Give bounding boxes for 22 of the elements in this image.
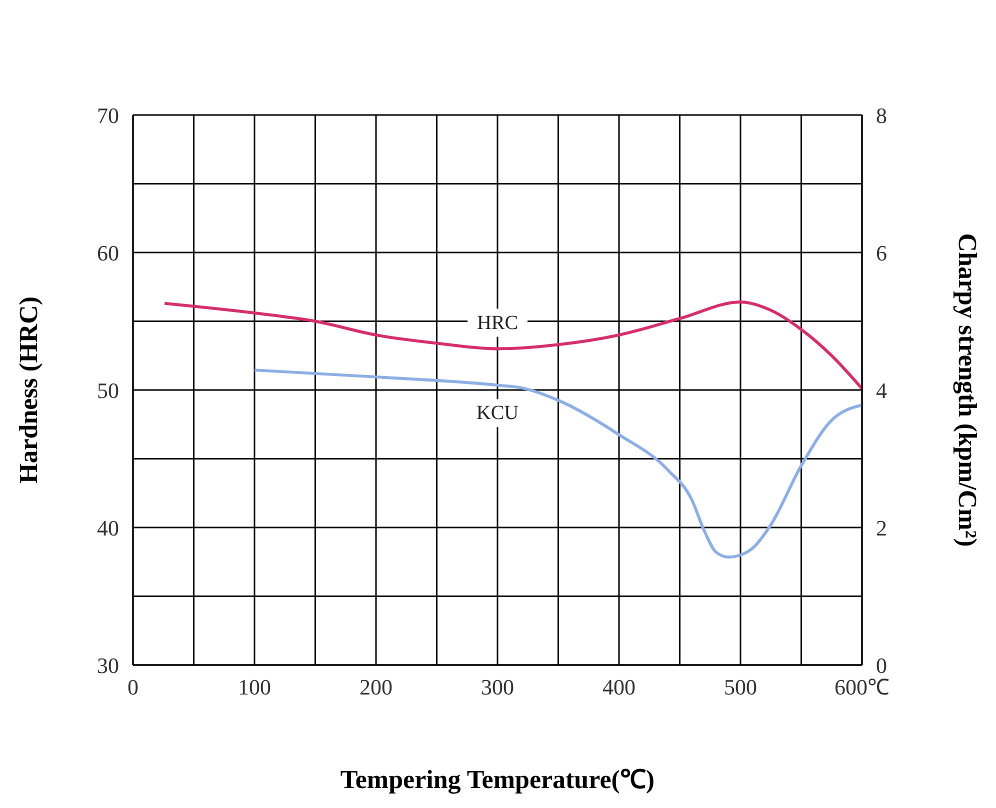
series-label: KCU <box>476 402 520 424</box>
x-tick-label: 200 <box>360 674 392 700</box>
y-axis-title: Hardness (HRC) <box>14 296 44 484</box>
y2-tick-label: 4 <box>876 378 887 403</box>
x-tick-label: 100 <box>238 674 271 700</box>
y2-tick-label: 8 <box>876 102 887 128</box>
x-tick-label: 0 <box>128 674 138 700</box>
y-tick-label: 70 <box>97 102 119 128</box>
y-tick-label: 30 <box>97 652 119 678</box>
line-series <box>253 368 862 559</box>
x-axis-title: Tempering Temperature(℃) <box>340 765 655 794</box>
y2-tick-label: 2 <box>876 515 887 540</box>
x-tick-label: 500 <box>724 674 757 700</box>
y-tick-label: 50 <box>97 378 119 403</box>
y2-tick-label: 6 <box>876 240 887 266</box>
y-tick-label: 60 <box>97 240 119 266</box>
y2-axis-title: Charpy strength (kpm/Cm²) <box>952 233 982 547</box>
series-label: HRC <box>476 312 518 334</box>
x-tick-label: 300 <box>481 674 514 700</box>
x-tick-label: 400 <box>602 674 636 700</box>
y-tick-label: 40 <box>97 515 119 540</box>
line-series <box>163 300 862 390</box>
